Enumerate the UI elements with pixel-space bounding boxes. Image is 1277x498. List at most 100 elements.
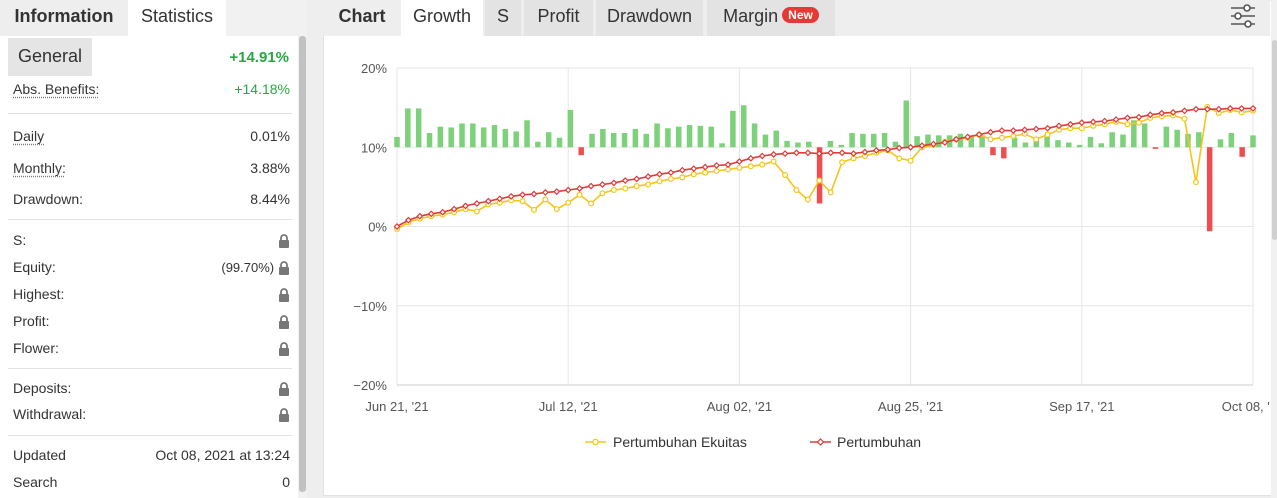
lock-icon[interactable] bbox=[278, 230, 290, 250]
lock-icon[interactable] bbox=[278, 378, 290, 398]
series-point bbox=[1078, 119, 1086, 127]
tab-statistics[interactable]: Statistics bbox=[128, 0, 226, 36]
series-point bbox=[667, 169, 675, 177]
new-badge: New bbox=[782, 7, 819, 24]
bar bbox=[535, 141, 541, 148]
bar bbox=[1141, 123, 1148, 148]
lock-icon[interactable] bbox=[278, 259, 290, 276]
bar bbox=[719, 143, 725, 148]
series-point bbox=[1192, 105, 1200, 113]
bar bbox=[621, 132, 628, 148]
stat-value: (99.70%) bbox=[221, 257, 290, 278]
bar bbox=[1022, 142, 1029, 148]
tab-s[interactable]: S bbox=[485, 0, 521, 36]
series-point bbox=[735, 158, 743, 165]
bar bbox=[979, 135, 985, 148]
page-scroll-thumb[interactable] bbox=[1272, 40, 1277, 240]
bar bbox=[1206, 147, 1213, 232]
left-scrollbar[interactable] bbox=[299, 36, 306, 492]
series-point bbox=[541, 188, 549, 196]
stat-drawdown: Drawdown: 8.44% bbox=[13, 189, 290, 209]
y-tick-label: 0% bbox=[368, 220, 387, 235]
bar bbox=[545, 132, 552, 148]
series-point bbox=[770, 158, 777, 165]
stat-label: Updated bbox=[13, 447, 66, 463]
series-point bbox=[782, 171, 789, 178]
legend-label: Pertumbuhan bbox=[837, 434, 921, 450]
series-point bbox=[427, 210, 435, 218]
series-point bbox=[1044, 131, 1051, 138]
bar bbox=[871, 133, 877, 148]
series-point bbox=[633, 175, 641, 183]
stat-abs-benefits: Abs. Benefits: +14.18% bbox=[13, 79, 290, 99]
series-point bbox=[621, 177, 629, 184]
series-point bbox=[929, 140, 937, 148]
series-point bbox=[793, 187, 800, 194]
series-point bbox=[1158, 109, 1166, 117]
bar bbox=[556, 137, 563, 148]
tab-information[interactable]: Information bbox=[0, 0, 128, 36]
tab-chart[interactable]: Chart bbox=[323, 0, 401, 36]
sliders-icon[interactable] bbox=[1228, 2, 1258, 30]
legend-marker bbox=[592, 438, 599, 446]
series-point bbox=[827, 189, 834, 196]
series-point bbox=[530, 206, 537, 213]
x-axis-labels: Jun 21, '21 Jul 12, '21 Aug 02, '21 Aug 25,… bbox=[365, 399, 1270, 414]
series-point bbox=[1089, 118, 1097, 126]
page-scrollbar[interactable] bbox=[1271, 0, 1277, 498]
lock-icon[interactable] bbox=[278, 404, 290, 424]
bar bbox=[1098, 143, 1105, 148]
legend-marker bbox=[816, 438, 825, 446]
growth-chart: 20% 10% 0% −10% −20% Jun 21, '21 Jul 12, '21 A… bbox=[353, 61, 1270, 450]
series-point bbox=[895, 144, 903, 152]
bar bbox=[654, 123, 660, 148]
stat-value: 0.01% bbox=[250, 128, 290, 144]
series-point bbox=[838, 149, 846, 157]
bar bbox=[1131, 120, 1137, 148]
tab-margin[interactable]: Margin New bbox=[707, 0, 835, 36]
series-line bbox=[396, 107, 1253, 228]
series-point bbox=[564, 186, 572, 194]
series-point bbox=[952, 135, 960, 143]
series-point bbox=[1032, 125, 1040, 133]
bar bbox=[589, 133, 595, 148]
bar bbox=[405, 108, 411, 148]
x-tick-label: Oct 08, '21 bbox=[1222, 399, 1270, 414]
series-point bbox=[519, 198, 526, 205]
series-point bbox=[519, 191, 526, 199]
series-point bbox=[1135, 119, 1142, 126]
series-point bbox=[565, 199, 572, 206]
y-tick-label: −20% bbox=[353, 378, 387, 393]
stat-label: Search bbox=[13, 474, 58, 490]
series-point bbox=[1112, 116, 1120, 123]
tab-growth[interactable]: Growth bbox=[401, 0, 483, 36]
x-tick-label: Aug 02, '21 bbox=[707, 399, 772, 414]
lock-icon[interactable] bbox=[278, 311, 290, 331]
bar bbox=[730, 110, 736, 148]
x-tick-label: Aug 25, '21 bbox=[878, 399, 943, 414]
y-tick-label: 10% bbox=[361, 140, 387, 155]
lock-icon[interactable] bbox=[278, 284, 290, 304]
stat-label[interactable]: Abs. Benefits: bbox=[13, 81, 100, 97]
bar bbox=[740, 105, 747, 148]
bar bbox=[1109, 132, 1115, 148]
tab-drawdown[interactable]: Drawdown bbox=[596, 0, 703, 36]
series-point bbox=[507, 192, 515, 200]
tab-profit[interactable]: Profit bbox=[524, 0, 593, 36]
general-button[interactable]: General bbox=[8, 38, 92, 76]
bar bbox=[567, 110, 574, 148]
series-point bbox=[1044, 124, 1052, 132]
y-axis-labels: 20% 10% 0% −10% −20% bbox=[353, 61, 387, 393]
stat-monthly: Monthly: 3.88% bbox=[13, 158, 290, 178]
bar bbox=[1152, 147, 1159, 149]
stat-label[interactable]: Monthly: bbox=[13, 160, 66, 176]
bar bbox=[600, 129, 606, 148]
series-point bbox=[1146, 111, 1154, 119]
series-point bbox=[759, 161, 766, 168]
bar bbox=[610, 132, 617, 148]
tab-margin-label: Margin bbox=[723, 6, 779, 26]
series-point bbox=[1226, 104, 1234, 112]
lock-icon[interactable] bbox=[278, 338, 290, 358]
stat-label[interactable]: Daily bbox=[13, 128, 45, 144]
bar bbox=[1196, 132, 1202, 148]
